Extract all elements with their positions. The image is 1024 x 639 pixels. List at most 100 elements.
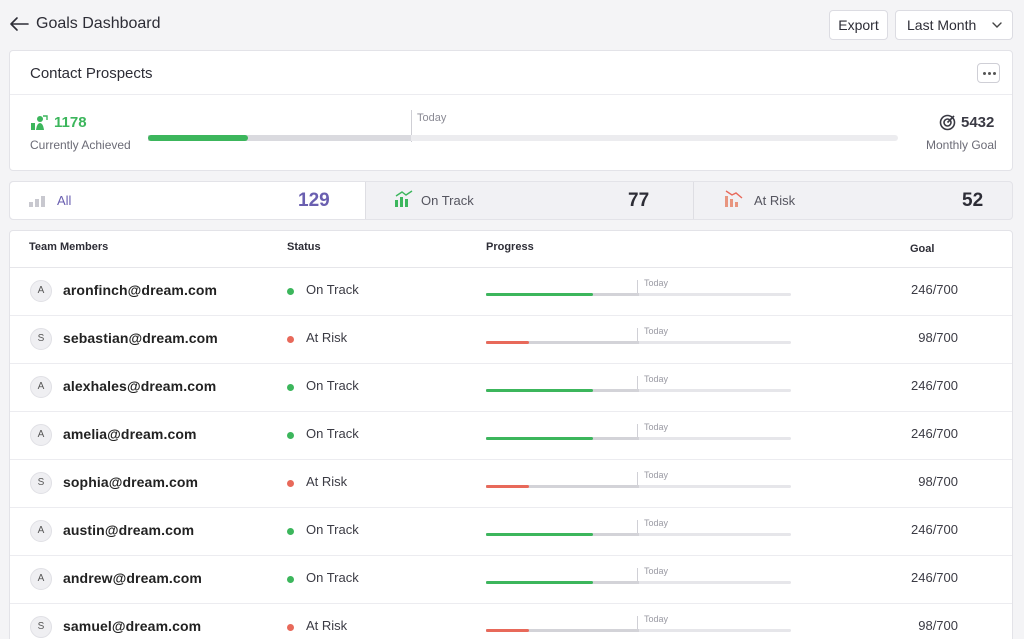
member-progress-bar <box>486 293 791 296</box>
member-progress-fill <box>486 533 593 536</box>
member-progress-bar <box>486 341 791 344</box>
status-filter-tabs: All 129 On Track 77 At Risk 52 <box>9 181 1013 220</box>
status-dot <box>287 528 294 535</box>
member-progress-bar <box>486 629 791 632</box>
status-dot <box>287 336 294 343</box>
trending-down-icon <box>725 190 743 207</box>
achieved-value: 1178 <box>54 114 87 131</box>
today-marker <box>637 424 638 440</box>
member-email: samuel@dream.com <box>63 618 202 634</box>
member-email: sebastian@dream.com <box>63 330 218 346</box>
status-label: On Track <box>306 522 359 537</box>
tab-on-track[interactable]: On Track 77 <box>366 182 693 219</box>
member-progress-fill <box>486 341 529 344</box>
period-select[interactable]: Last Month <box>895 10 1013 40</box>
tab-all-label: All <box>57 193 72 208</box>
export-button[interactable]: Export <box>829 10 888 40</box>
today-label: Today <box>644 566 669 576</box>
expected-progress-segment <box>486 485 639 488</box>
achieved-progress-fill <box>148 135 248 141</box>
member-progress-bar <box>486 581 791 584</box>
member-email: austin@dream.com <box>63 522 195 538</box>
status-dot <box>287 432 294 439</box>
avatar: A <box>30 424 52 446</box>
tab-at-risk[interactable]: At Risk 52 <box>694 182 1012 219</box>
more-options-button[interactable] <box>977 63 1000 83</box>
table-header-divider <box>10 267 1012 268</box>
trending-up-icon <box>395 190 413 207</box>
status-dot <box>287 384 294 391</box>
member-email: amelia@dream.com <box>63 426 197 442</box>
today-label: Today <box>644 470 669 480</box>
avatar: S <box>30 472 52 494</box>
status-label: On Track <box>306 570 359 585</box>
avatar: S <box>30 616 52 638</box>
member-goal: 246/700 <box>911 570 958 585</box>
status-label: On Track <box>306 426 359 441</box>
tab-all-count: 129 <box>298 190 330 211</box>
status-dot <box>287 480 294 487</box>
member-goal: 246/700 <box>911 522 958 537</box>
avatar: A <box>30 376 52 398</box>
monthly-goal-value: 5432 <box>961 114 995 131</box>
today-marker <box>637 280 638 296</box>
today-label: Today <box>417 112 447 124</box>
today-marker <box>637 376 638 392</box>
member-progress-fill <box>486 629 529 632</box>
bar-chart-icon <box>29 196 45 207</box>
today-marker <box>637 328 638 344</box>
tab-all[interactable]: All 129 <box>10 182 365 219</box>
member-progress-fill <box>486 389 593 392</box>
avatar: A <box>30 280 52 302</box>
member-goal: 246/700 <box>911 282 958 297</box>
today-marker <box>637 616 638 632</box>
back-arrow-icon[interactable] <box>8 14 30 34</box>
member-goal: 246/700 <box>911 426 958 441</box>
chevron-down-icon <box>992 22 1002 28</box>
member-progress-bar <box>486 533 791 536</box>
col-header-status: Status <box>287 241 321 253</box>
member-goal: 246/700 <box>911 378 958 393</box>
today-marker <box>637 472 638 488</box>
tab-on-track-count: 77 <box>628 190 650 211</box>
avatar: A <box>30 568 52 590</box>
member-goal: 98/700 <box>918 474 958 489</box>
top-bar: Goals Dashboard Export Last Month <box>0 0 1024 50</box>
summary-card: Contact Prospects 1178 Currently Achieve… <box>9 50 1013 171</box>
col-header-members: Team Members <box>29 241 109 253</box>
status-dot <box>287 576 294 583</box>
today-label: Today <box>644 326 669 336</box>
member-progress-bar <box>486 437 791 440</box>
member-progress-fill <box>486 485 529 488</box>
avatar: A <box>30 520 52 542</box>
tab-divider <box>365 182 366 219</box>
member-progress-fill <box>486 581 593 584</box>
expected-progress-segment <box>148 135 411 141</box>
today-marker <box>637 520 638 536</box>
achievement-icon <box>31 115 48 130</box>
today-marker <box>637 568 638 584</box>
status-dot <box>287 288 294 295</box>
member-email: alexhales@dream.com <box>63 378 217 394</box>
status-label: On Track <box>306 378 359 393</box>
member-progress-fill <box>486 437 593 440</box>
member-email: aronfinch@dream.com <box>63 282 218 298</box>
col-header-progress: Progress <box>486 241 534 253</box>
status-label: At Risk <box>306 618 348 633</box>
period-select-label: Last Month <box>907 17 977 33</box>
page-title: Goals Dashboard <box>36 15 161 32</box>
expected-progress-segment <box>486 629 639 632</box>
status-dot <box>287 624 294 631</box>
member-goal: 98/700 <box>918 618 958 633</box>
col-header-goal: Goal <box>910 243 935 255</box>
today-marker <box>411 110 412 142</box>
